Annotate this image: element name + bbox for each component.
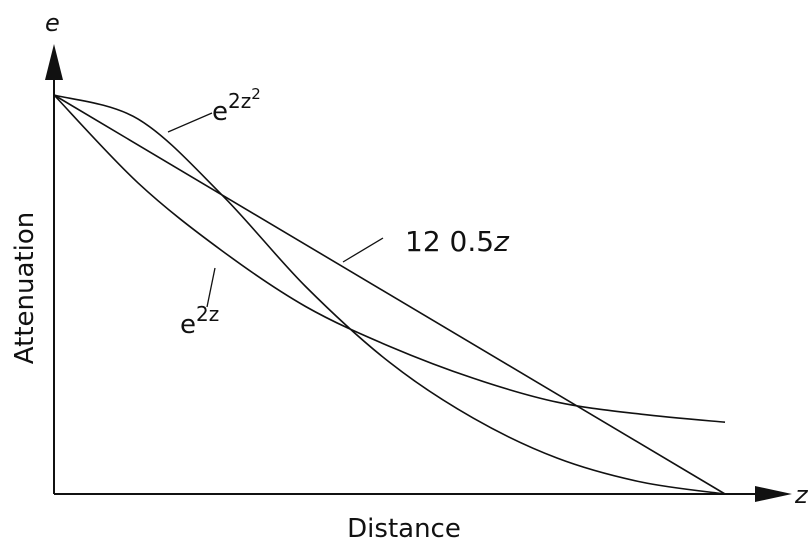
x-axis-label: Distance (347, 514, 461, 544)
leader-line-linear (342, 237, 384, 263)
series-exp-quadratic-curve (53, 94, 726, 495)
series-label-exp-quadratic: e2z2 (212, 85, 261, 127)
y-axis-label: Attenuation (10, 212, 40, 364)
y-axis-symbol: e (45, 9, 60, 37)
y-axis-arrow (45, 44, 63, 80)
x-axis-arrow (755, 486, 792, 502)
series-exp-linear-curve (53, 94, 726, 423)
leader-line-exp-quadratic (167, 112, 213, 133)
series-label-linear: 12 0.5z (405, 225, 510, 258)
series-linear-line (53, 94, 726, 495)
x-axis-symbol: z (794, 481, 809, 509)
leader-line-exp-linear (206, 267, 216, 308)
series-label-exp-linear: e2z (180, 302, 219, 340)
